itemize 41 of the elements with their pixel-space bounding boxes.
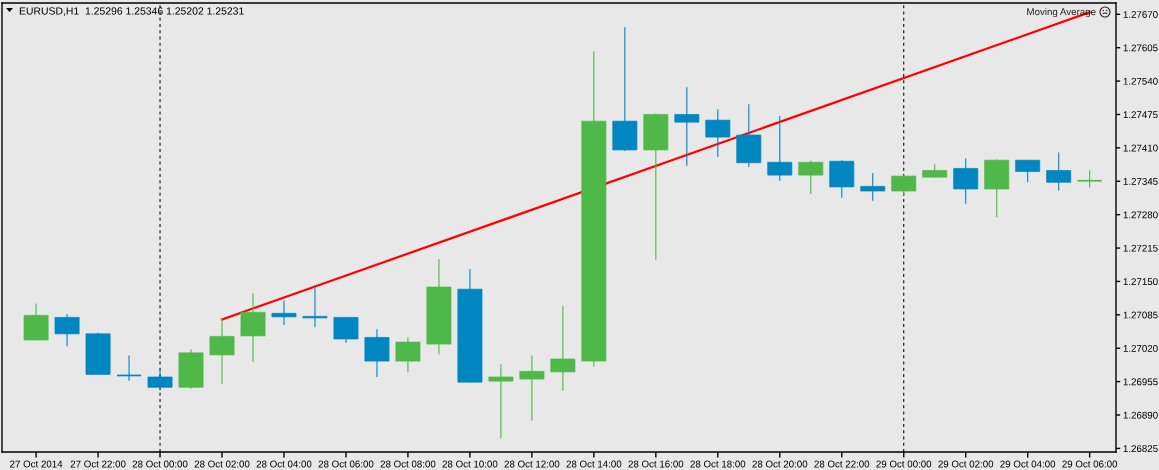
x-tick-label: 28 Oct 02:00 — [194, 460, 250, 468]
x-tick-label: 28 Oct 22:00 — [814, 460, 870, 468]
x-tick-label: 28 Oct 12:00 — [504, 460, 560, 468]
x-tick-label: 28 Oct 00:00 — [132, 460, 188, 468]
x-tick-label: 28 Oct 14:00 — [566, 460, 622, 468]
x-tick-label: 29 Oct 04:00 — [1000, 460, 1056, 468]
candlestick — [271, 299, 297, 326]
y-tick-label: 1.27215 — [1123, 244, 1158, 252]
x-tick-label: 28 Oct 04:00 — [256, 460, 312, 468]
x-tick-label: 29 Oct 02:00 — [938, 460, 994, 468]
candlestick — [674, 86, 700, 167]
y-tick-label: 1.26955 — [1123, 378, 1158, 386]
y-tick-label: 1.27280 — [1123, 211, 1158, 219]
x-tick-label: 28 Oct 10:00 — [442, 460, 498, 468]
x-tick-label: 27 Oct 2014 — [10, 460, 63, 468]
chart-title: EURUSD,H1 1.25296 1.25346 1.25202 1.25231 — [19, 7, 244, 16]
y-tick-label: 1.27345 — [1123, 178, 1158, 185]
x-tick-label: 27 Oct 22:00 — [70, 460, 126, 468]
y-tick-label: 1.27540 — [1123, 77, 1158, 85]
y-tick-label: 1.27150 — [1123, 278, 1158, 286]
y-tick-label: 1.26890 — [1123, 411, 1158, 419]
candlestick — [860, 172, 886, 202]
x-tick-label: 28 Oct 20:00 — [752, 460, 808, 468]
y-tick-label: 1.27020 — [1123, 344, 1158, 352]
x-tick-label: 29 Oct 00:00 — [876, 460, 932, 468]
y-tick-label: 1.27670 — [1123, 11, 1158, 18]
candlestick — [302, 284, 328, 328]
x-tick-label: 28 Oct 16:00 — [628, 460, 684, 468]
y-tick-label: 1.27410 — [1123, 144, 1158, 152]
y-tick-label: 1.27605 — [1123, 44, 1158, 52]
y-tick-label: 1.27085 — [1123, 311, 1158, 319]
x-tick-label: 28 Oct 08:00 — [380, 460, 436, 468]
y-tick-label: 1.27475 — [1123, 111, 1158, 119]
x-tick-label: 28 Oct 06:00 — [318, 460, 374, 468]
candlestick — [488, 363, 514, 439]
candlestick — [116, 354, 142, 382]
annotation: Moving Average — [1027, 8, 1096, 18]
candlestick — [519, 354, 545, 422]
y-tick-label: 1.26825 — [1123, 445, 1158, 453]
x-tick-label: 28 Oct 18:00 — [690, 460, 746, 468]
x-tick-label: 29 Oct 06:00 — [1062, 460, 1118, 468]
